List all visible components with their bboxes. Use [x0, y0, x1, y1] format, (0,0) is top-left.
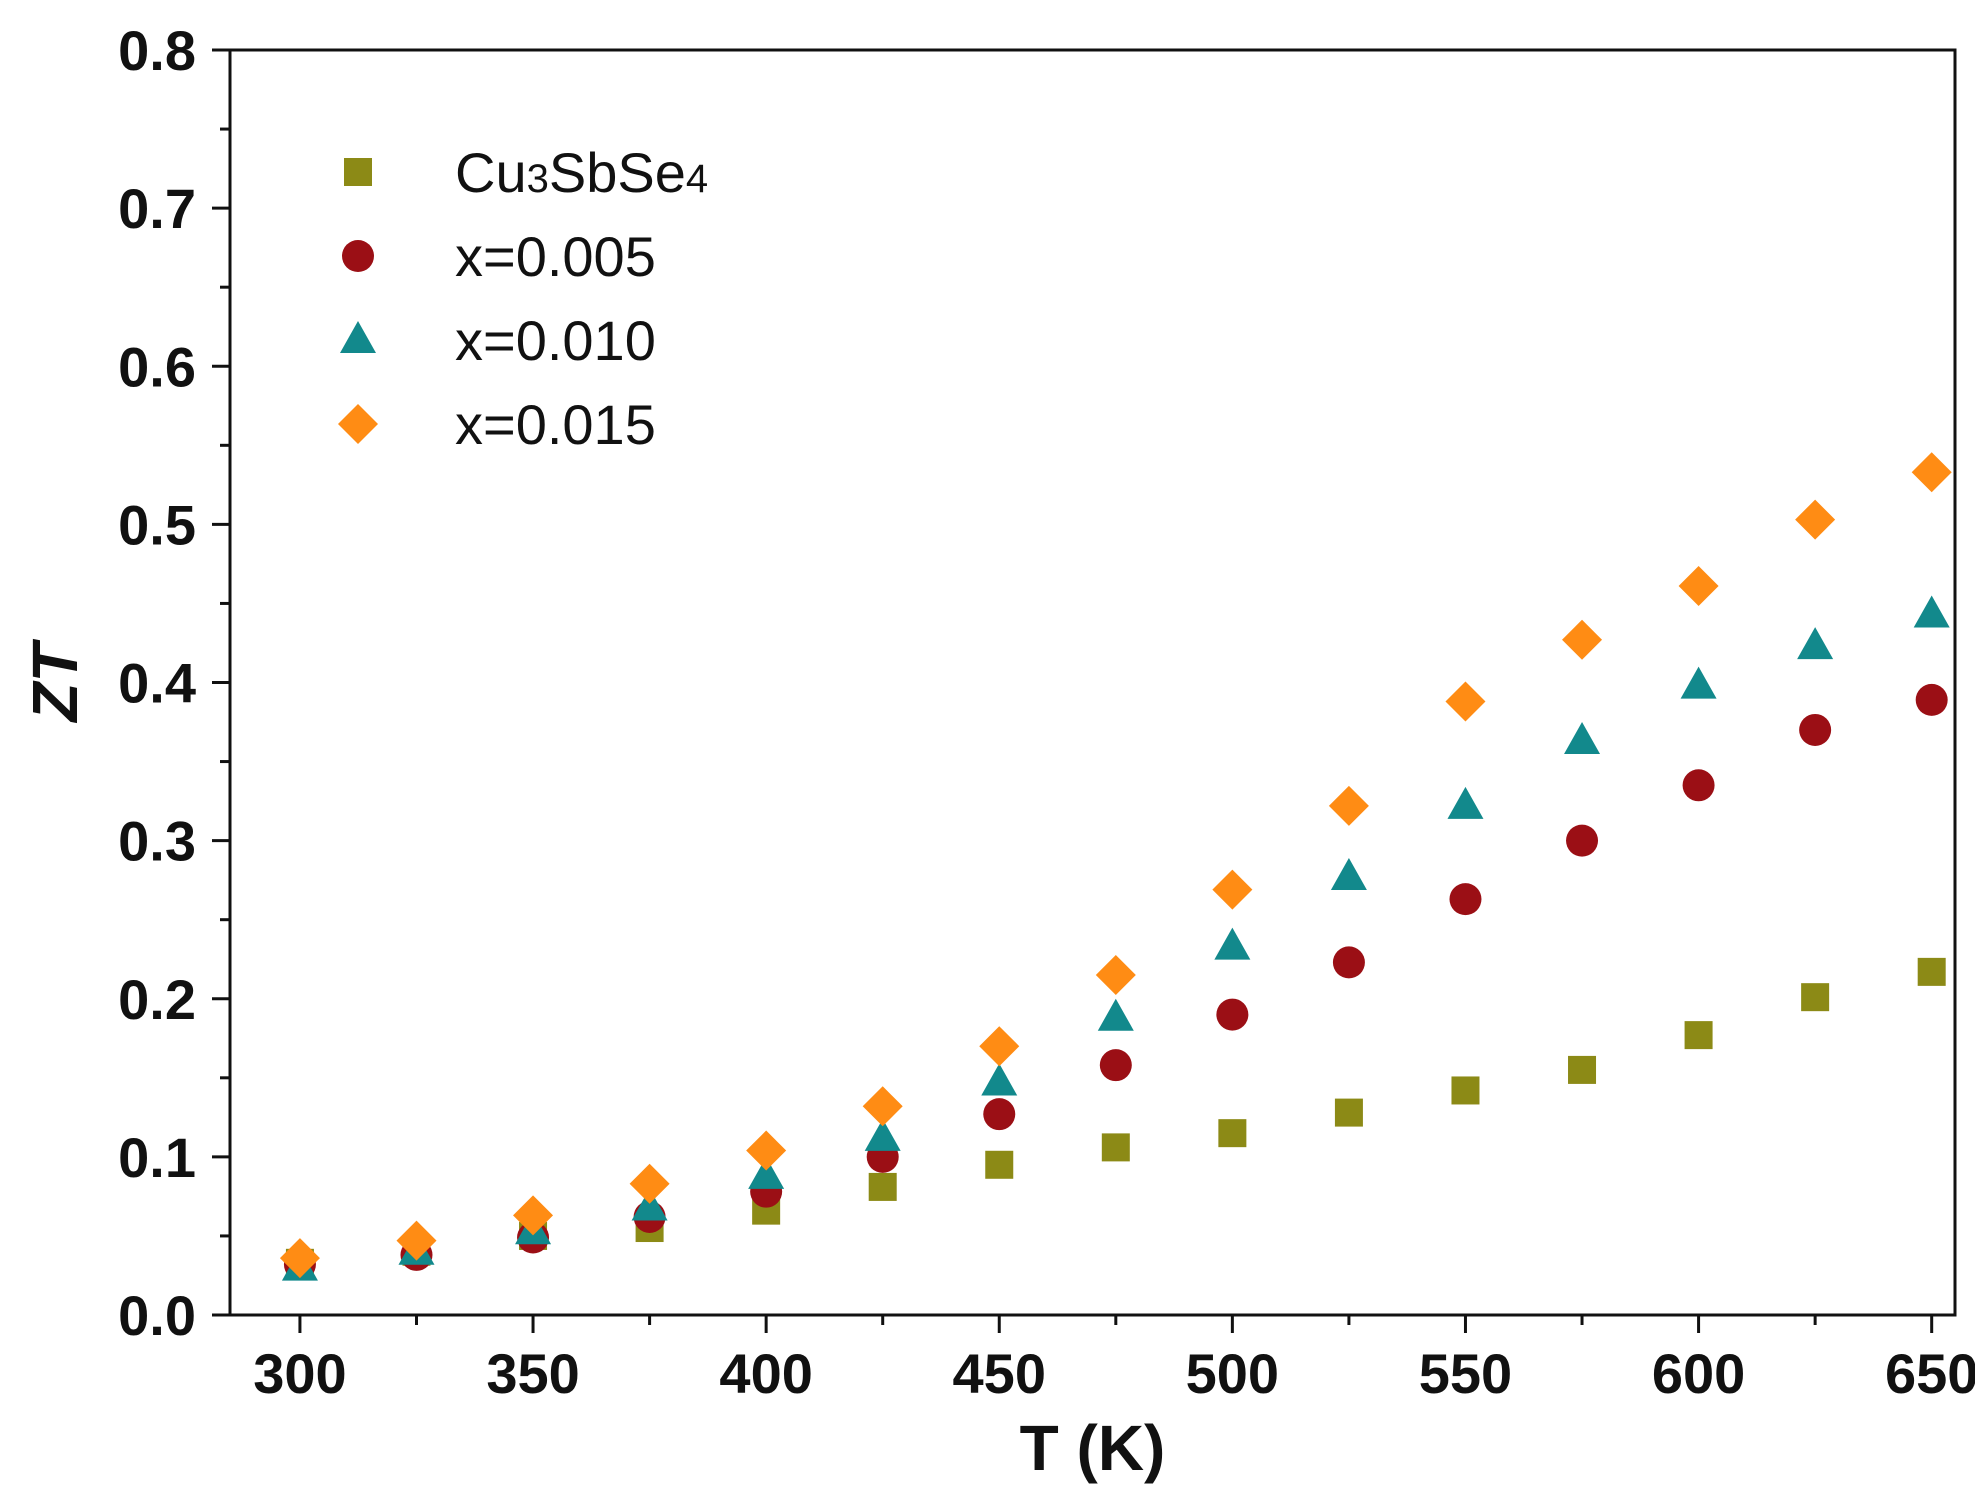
data-point-square [985, 1150, 1014, 1179]
data-point-triangle [1097, 998, 1134, 1031]
legend-label: x=0.015 [455, 393, 656, 456]
x-tick-label: 300 [253, 1342, 346, 1405]
data-point-triangle [1913, 595, 1950, 628]
y-tick-label: 0.7 [118, 177, 196, 240]
data-point-diamond [979, 1026, 1020, 1067]
series-4 [279, 452, 1952, 1279]
data-point-circle [1682, 769, 1715, 802]
data-point-triangle [1330, 857, 1367, 890]
legend-item: x=0.010 [340, 309, 656, 372]
legend-label: x=0.010 [455, 309, 656, 372]
legend-subscript: 3 [527, 157, 549, 201]
data-point-circle [1915, 683, 1948, 716]
data-point-square [1218, 1119, 1247, 1148]
x-tick-label: 450 [953, 1342, 1046, 1405]
data-point-diamond [1911, 452, 1952, 493]
x-tick-label: 350 [486, 1342, 579, 1405]
data-point-square [1334, 1098, 1363, 1127]
data-point-circle [1566, 824, 1599, 857]
x-tick-label: 600 [1652, 1342, 1745, 1405]
y-tick-label: 0.6 [118, 335, 196, 398]
x-tick-label: 550 [1419, 1342, 1512, 1405]
axes: 0.0 0.1 0.2 0.3 0.4 0.5 0.6 0.7 0.8 300 350 400 450 5… [118, 19, 1975, 1405]
data-point-triangle [1447, 786, 1484, 819]
data-point-square [1917, 957, 1946, 986]
legend-marker-square [344, 158, 372, 186]
data-point-diamond [1095, 955, 1136, 996]
legend-label-part: x=0.005 [455, 225, 656, 288]
data-point-circle [1449, 883, 1482, 916]
data-point-square [1568, 1055, 1597, 1084]
legend-label-part: Cu [455, 141, 527, 204]
legend-label: Cu3SbSe4 [455, 141, 708, 204]
data-point-circle [1332, 946, 1365, 979]
data-point-diamond [1212, 869, 1253, 910]
legend-subscript: 4 [686, 157, 708, 201]
data-point-diamond [1328, 785, 1369, 826]
legend-item: x=0.005 [342, 225, 656, 288]
legend-marker-triangle [340, 321, 376, 353]
data-point-square [1684, 1021, 1713, 1050]
data-point-diamond [1678, 566, 1719, 607]
legend-label-part: x=0.015 [455, 393, 656, 456]
data-point-triangle [631, 1188, 668, 1221]
y-tick-label: 0.0 [118, 1284, 196, 1347]
data-point-diamond [396, 1220, 437, 1261]
legend: Cu3SbSe4 x=0.005 x=0.010 x=0.015 [338, 141, 708, 456]
data-point-circle [1099, 1049, 1132, 1082]
x-tick-label: 650 [1885, 1342, 1975, 1405]
y-tick-label: 0.2 [118, 968, 196, 1031]
x-tick-label: 400 [719, 1342, 812, 1405]
x-axis-title: T (K) [1020, 1412, 1166, 1484]
data-point-circle [1799, 713, 1832, 746]
data-point-diamond [862, 1086, 903, 1127]
y-axis-title: ZT [19, 639, 91, 724]
data-points [279, 452, 1952, 1281]
data-point-triangle [1680, 666, 1717, 699]
data-point-square [1451, 1076, 1480, 1105]
data-point-square [868, 1172, 897, 1201]
data-point-diamond [1795, 499, 1836, 540]
data-point-diamond [1445, 681, 1486, 722]
data-point-circle [983, 1098, 1016, 1131]
data-point-triangle [981, 1063, 1018, 1096]
data-point-diamond [746, 1130, 787, 1171]
y-tick-label: 0.8 [118, 19, 196, 82]
y-tick-label: 0.5 [118, 493, 196, 556]
y-tick-label: 0.3 [118, 810, 196, 873]
x-tick-label: 500 [1186, 1342, 1279, 1405]
data-point-triangle [1564, 722, 1601, 755]
data-point-diamond [629, 1163, 670, 1204]
legend-item: Cu3SbSe4 [344, 141, 708, 204]
legend-marker-diamond [338, 404, 378, 444]
data-point-circle [1216, 998, 1249, 1031]
legend-label: x=0.005 [455, 225, 656, 288]
y-tick-label: 0.1 [118, 1126, 196, 1189]
legend-marker-circle [342, 240, 374, 272]
legend-label-part: SbSe [549, 141, 686, 204]
series-3 [281, 595, 1950, 1281]
y-tick-label: 0.4 [118, 652, 196, 715]
data-point-triangle [1214, 927, 1251, 960]
data-point-square [1801, 983, 1830, 1012]
data-point-diamond [513, 1195, 554, 1236]
data-point-triangle [1797, 627, 1834, 660]
data-point-triangle [748, 1156, 785, 1189]
legend-item: x=0.015 [338, 393, 656, 456]
data-point-diamond [279, 1238, 320, 1279]
data-point-triangle [864, 1118, 901, 1151]
data-point-square [1101, 1133, 1130, 1162]
axis-titles: T (K) ZT [19, 639, 1165, 1485]
legend-label-part: x=0.010 [455, 309, 656, 372]
data-point-diamond [1562, 619, 1603, 660]
